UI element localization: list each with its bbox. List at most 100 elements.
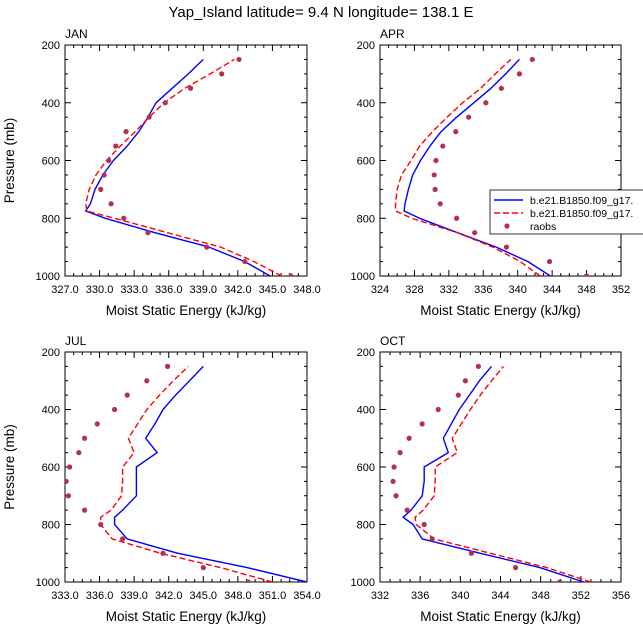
raobs-point <box>454 215 460 221</box>
raobs-point <box>98 186 104 192</box>
y-tick-label: 400 <box>357 405 375 417</box>
raobs-point <box>236 56 242 63</box>
series-line-solid <box>402 365 585 582</box>
legend-label: b.e21.B1850.f09_g17. <box>530 195 633 207</box>
series-line-solid <box>84 58 271 276</box>
x-tick-label: 332 <box>371 590 389 602</box>
raobs-point <box>391 464 397 470</box>
raobs-point <box>162 100 168 106</box>
x-tick-label: 340 <box>509 284 527 296</box>
y-tick-label: 1000 <box>36 271 60 283</box>
y-tick-label: 600 <box>357 156 375 168</box>
x-tick-label: 327.0 <box>51 284 79 296</box>
y-tick-label: 1000 <box>351 577 375 589</box>
x-tick-label: 352 <box>572 590 590 602</box>
x-tick-label: 348.0 <box>224 590 252 602</box>
raobs-point <box>393 493 399 499</box>
series-layer <box>65 363 307 582</box>
raobs-point <box>123 129 129 135</box>
series-layer <box>390 363 592 582</box>
figure-title: Yap_Island latitude= 9.4 N longitude= 13… <box>169 4 474 21</box>
y-tick-label: 200 <box>357 40 375 52</box>
raobs-point <box>144 378 150 384</box>
raobs-point <box>421 521 427 528</box>
raobs-point <box>431 172 437 178</box>
series-layer <box>84 56 294 276</box>
y-axis: 200 400 600 800 1000 Pressure (mb) <box>2 40 307 283</box>
raobs-point <box>475 363 482 369</box>
y-tick-label: 400 <box>42 98 60 110</box>
y-tick-label: 800 <box>42 520 60 532</box>
raobs-point <box>397 450 403 456</box>
legend: b.e21.B1850.f09_g17.b.e21.B1850.f09_g17.… <box>489 189 643 235</box>
series-line-dashed <box>414 365 592 582</box>
panel-title: JAN <box>65 27 88 41</box>
raobs-point <box>498 85 504 91</box>
raobs-point <box>440 143 446 149</box>
raobs-point <box>437 201 443 207</box>
y-axis-label: Pressure (mb) <box>2 118 17 204</box>
panel-title: OCT <box>380 334 406 348</box>
raobs-point <box>583 273 590 276</box>
x-tick-label: 328 <box>405 284 423 296</box>
raobs-point <box>516 71 523 77</box>
x-axis-label: Moist Static Energy (kJ/kg) <box>420 303 581 318</box>
plot-frame <box>64 351 308 583</box>
raobs-point <box>65 478 69 484</box>
series-line-solid <box>113 365 307 582</box>
raobs-point <box>512 565 519 571</box>
series-line-dashed <box>394 58 541 276</box>
y-axis-label: Pressure (mb) <box>2 424 17 510</box>
x-tick-label: 342.0 <box>155 590 183 602</box>
raobs-point <box>111 406 118 413</box>
raobs-point <box>204 244 210 250</box>
raobs-point <box>288 273 294 276</box>
x-axis-label: Moist Static Energy (kJ/kg) <box>106 303 267 318</box>
y-tick-label: 800 <box>357 213 375 225</box>
raobs-point <box>121 215 127 221</box>
legend-label: b.e21.B1850.f09_g17. <box>530 208 633 220</box>
panel-jul: JUL 333.0 336.0 339.0 342.0 345.0 348.0 351.0 35… <box>2 334 321 624</box>
raobs-point <box>462 378 468 384</box>
raobs-point <box>242 258 248 265</box>
raobs-point <box>466 114 472 120</box>
series-layer <box>394 56 590 276</box>
x-tick-label: 342.0 <box>224 284 252 296</box>
panel-title: APR <box>380 27 405 41</box>
y-tick-label: 1000 <box>36 577 60 589</box>
raobs-point <box>245 579 251 582</box>
x-axis: 332 336 340 344 348 352 356 Moist Static Energy… <box>371 352 630 624</box>
raobs-point <box>108 201 114 207</box>
x-axis-label: Moist Static Energy (kJ/kg) <box>106 609 267 624</box>
legend-marker-raobs <box>504 223 510 229</box>
raobs-point <box>429 536 435 542</box>
x-tick-label: 336 <box>474 284 492 296</box>
x-tick-label: 344 <box>491 590 509 602</box>
x-tick-label: 345.0 <box>190 590 218 602</box>
y-tick-label: 200 <box>42 40 60 52</box>
raobs-point <box>106 157 112 164</box>
x-tick-label: 348.0 <box>293 284 321 296</box>
raobs-point <box>81 435 88 441</box>
x-axis: 324 328 332 336 340 344 348 352 Moist Static Ene… <box>371 45 630 318</box>
raobs-point <box>435 406 441 413</box>
legend-label: raobs <box>530 221 556 233</box>
x-tick-label: 332 <box>440 284 458 296</box>
raobs-point <box>164 363 171 369</box>
x-tick-label: 336.0 <box>86 590 114 602</box>
x-tick-label: 348 <box>531 590 549 602</box>
raobs-point <box>81 507 88 513</box>
y-tick-label: 1000 <box>351 271 375 283</box>
series-line-dashed <box>84 58 282 276</box>
raobs-point <box>390 478 396 484</box>
y-tick-label: 200 <box>42 347 60 359</box>
raobs-point <box>219 71 225 77</box>
raobs-point <box>468 550 474 556</box>
raobs-point <box>67 464 73 470</box>
raobs-point <box>101 172 107 178</box>
raobs-point <box>120 536 126 542</box>
y-tick-label: 800 <box>42 213 60 225</box>
x-tick-label: 333.0 <box>120 284 148 296</box>
panel-oct: OCT 332 336 340 344 348 352 356 Moist Static Ene… <box>351 334 631 624</box>
x-tick-label: 348 <box>577 284 595 296</box>
